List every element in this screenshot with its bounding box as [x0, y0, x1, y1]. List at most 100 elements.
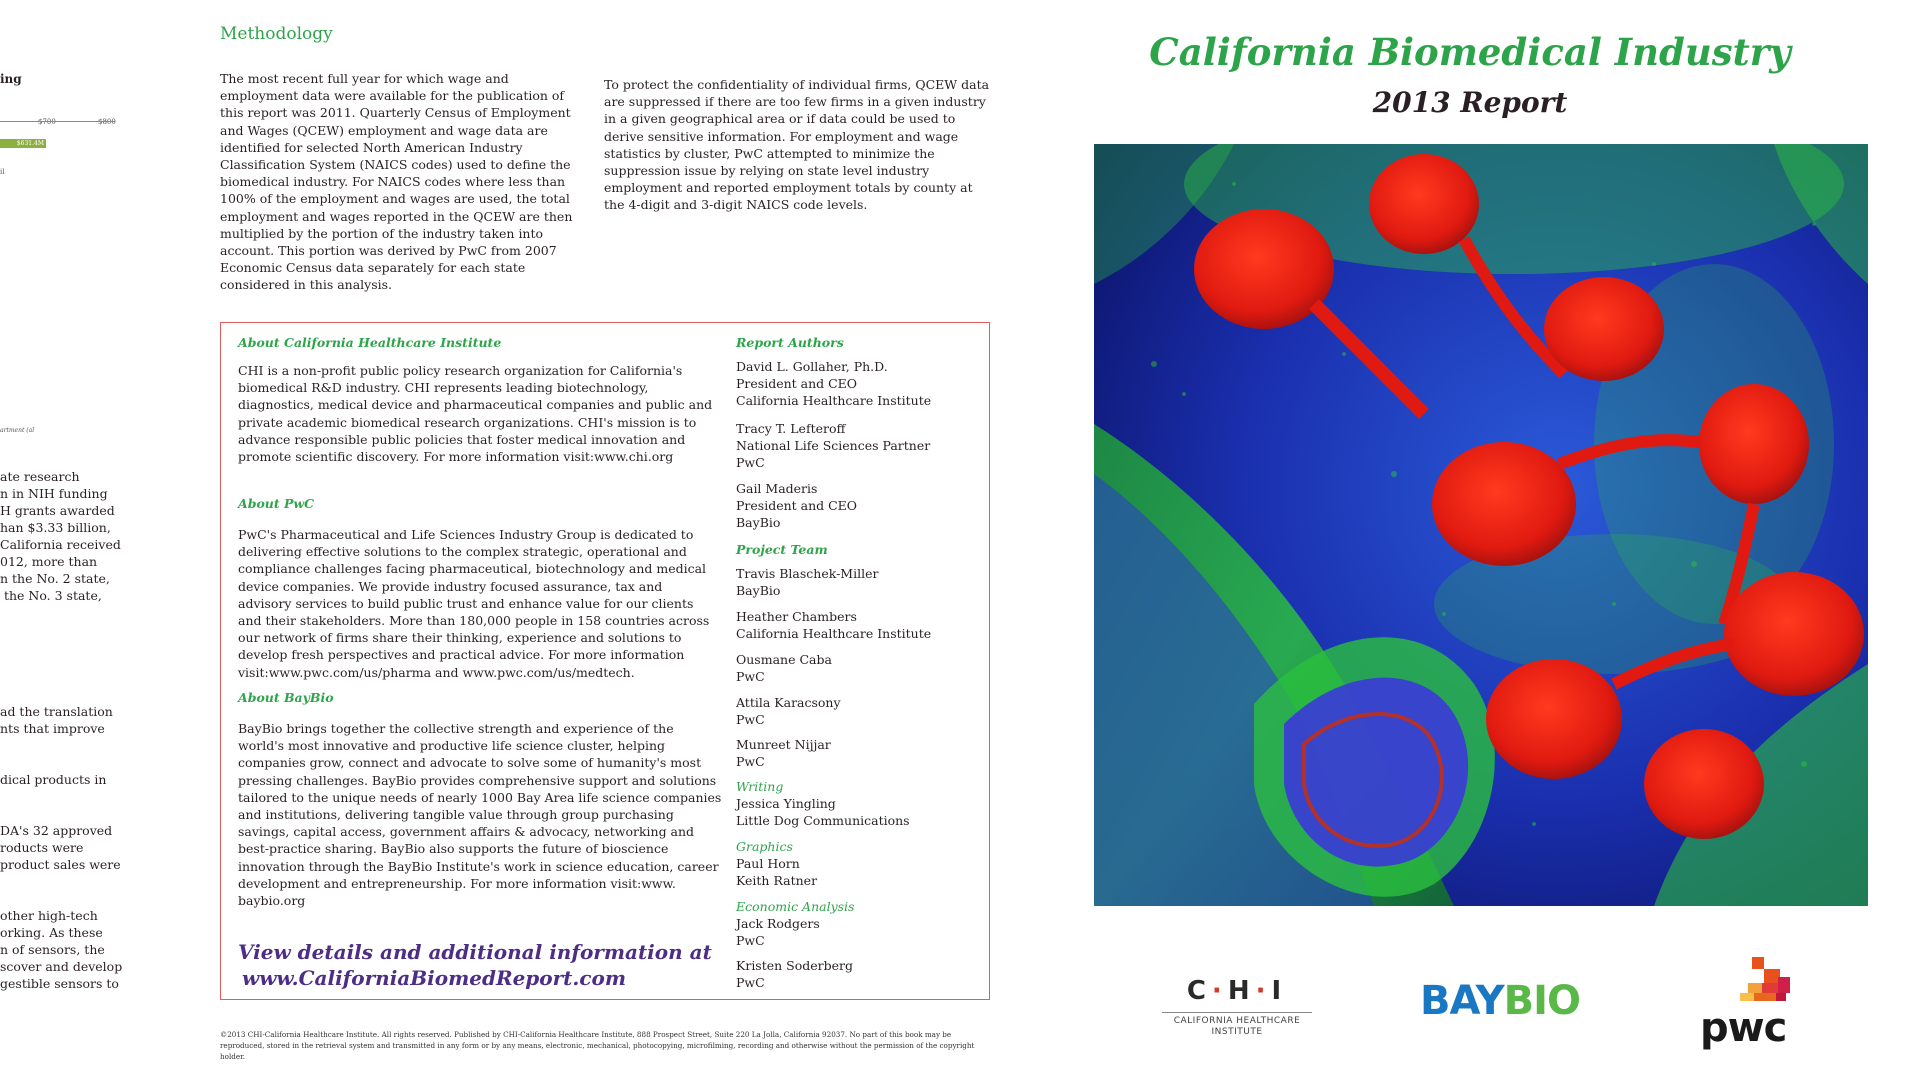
- about-chi-text: CHI is a non-profit public policy resear…: [238, 363, 713, 465]
- left-chart-tick: il: [0, 168, 5, 176]
- chi-letter: C: [1186, 976, 1212, 1006]
- econ-credit: Kristen Soderberg PwC: [736, 957, 853, 991]
- project-team-heading: Project Team: [736, 542, 828, 557]
- graphics-name: Keith Ratner: [736, 873, 818, 889]
- about-box: [220, 322, 990, 1000]
- about-baybio-heading: About BayBio: [238, 690, 334, 705]
- about-pwc-text: PwC's Pharmaceutical and Life Sciences I…: [238, 527, 710, 680]
- left-text-fragment: ad the translation: [0, 704, 113, 719]
- team-member: Attila Karacsony PwC: [736, 694, 841, 728]
- cta-text: View details and additional information …: [238, 940, 712, 964]
- about-baybio-text: BayBio brings together the collective st…: [238, 721, 722, 909]
- baybio-logo-bio: BIO: [1503, 978, 1581, 1024]
- left-text-fragment: han $3.33 billion,: [0, 520, 111, 535]
- team-member-name: Attila Karacsony: [736, 695, 841, 710]
- writing-credit: Jessica Yingling Little Dog Communicatio…: [736, 795, 910, 829]
- report-authors-heading: Report Authors: [736, 335, 844, 350]
- left-chart-source: artment (al: [0, 427, 35, 434]
- cta-link[interactable]: www.CaliforniaBiomedReport.com: [242, 966, 627, 990]
- writing-heading: Writing: [736, 779, 784, 794]
- econ-name: Jack Rodgers: [736, 916, 820, 931]
- chi-logo: C·H·I CALIFORNIA HEALTHCARE INSTITUTE: [1162, 976, 1312, 1038]
- about-chi-heading: About California Healthcare Institute: [238, 335, 502, 350]
- team-member-name: Munreet Nijjar: [736, 737, 831, 752]
- pwc-logo: pwc: [1700, 955, 1820, 1055]
- chi-dot: ·: [1211, 976, 1228, 1006]
- author-title: President and CEO: [736, 498, 858, 514]
- chi-logo-mark: C·H·I: [1162, 976, 1312, 1006]
- team-member-name: Ousmane Caba: [736, 652, 832, 667]
- left-text-fragment: ate research: [0, 469, 80, 484]
- left-text-fragment: scover and develop: [0, 959, 123, 974]
- graphics-heading: Graphics: [736, 839, 793, 854]
- pwc-logo-text: pwc: [1700, 1005, 1787, 1051]
- left-text-fragment: n in NIH funding: [0, 486, 108, 501]
- author-title: President and CEO: [736, 376, 858, 392]
- econ-org: PwC: [736, 975, 765, 991]
- author-name: David L. Gollaher, Ph.D.: [736, 359, 888, 374]
- writing-name: Jessica Yingling: [736, 796, 836, 811]
- left-chart-axis-label: $700: [38, 118, 56, 126]
- chi-letter: I: [1271, 976, 1288, 1006]
- left-chart-title-fragment: ing: [0, 72, 22, 86]
- team-member-org: BayBio: [736, 583, 781, 599]
- team-member: Travis Blaschek-Miller BayBio: [736, 565, 878, 599]
- team-member-org: PwC: [736, 754, 765, 770]
- cover-subtitle: 2013 Report: [1372, 86, 1568, 119]
- methodology-col1: The most recent full year for which wage…: [220, 71, 573, 293]
- left-text-fragment: gestible sensors to: [0, 976, 119, 991]
- left-text-fragment: H grants awarded: [0, 503, 115, 518]
- team-member-name: Heather Chambers: [736, 609, 857, 624]
- writing-org: Little Dog Communications: [736, 813, 910, 829]
- team-member-org: California Healthcare Institute: [736, 626, 932, 642]
- team-member: Heather Chambers California Healthcare I…: [736, 608, 931, 642]
- methodology-col2: To protect the confidentiality of indivi…: [604, 77, 990, 213]
- team-member-org: PwC: [736, 669, 765, 685]
- team-member-name: Travis Blaschek-Miller: [736, 566, 879, 581]
- left-text-fragment: California received: [0, 537, 121, 552]
- left-text-fragment: other high-tech: [0, 908, 98, 923]
- left-text-fragment: product sales were: [0, 857, 121, 872]
- chi-letter: H: [1227, 976, 1256, 1006]
- chi-logo-line2: INSTITUTE: [1211, 1027, 1263, 1037]
- economic-analysis-heading: Economic Analysis: [736, 899, 855, 914]
- econ-name: Kristen Soderberg: [736, 958, 854, 973]
- author-name: Tracy T. Lefteroff: [736, 421, 846, 436]
- author-name: Gail Maderis: [736, 481, 818, 496]
- team-member: Munreet Nijjar PwC: [736, 736, 831, 770]
- cover-title: California Biomedical Industry: [1149, 30, 1791, 74]
- econ-credit: Jack Rodgers PwC: [736, 915, 820, 949]
- author-entry: David L. Gollaher, Ph.D. President and C…: [736, 358, 931, 410]
- left-text-fragment: dical products in: [0, 772, 107, 787]
- about-pwc-heading: About PwC: [238, 496, 315, 511]
- left-text-fragment: 012, more than: [0, 554, 98, 569]
- left-text-fragment: n the No. 2 state,: [0, 571, 110, 586]
- team-member: Ousmane Caba PwC: [736, 651, 832, 685]
- team-member-org: PwC: [736, 712, 765, 728]
- chi-logo-line1: CALIFORNIA HEALTHCARE: [1173, 1016, 1301, 1026]
- author-title: National Life Sciences Partner: [736, 438, 931, 454]
- author-org: PwC: [736, 455, 765, 471]
- author-org: California Healthcare Institute: [736, 393, 932, 409]
- left-text-fragment: the No. 3 state,: [0, 588, 102, 603]
- left-chart-axis: [0, 121, 115, 122]
- cover-microscopy-image: [1094, 144, 1868, 906]
- econ-org: PwC: [736, 933, 765, 949]
- microscopy-illustration: [1094, 144, 1868, 906]
- author-entry: Gail Maderis President and CEO BayBio: [736, 480, 857, 532]
- left-text-fragment: nts that improve: [0, 721, 105, 736]
- author-org: BayBio: [736, 515, 781, 531]
- left-text-fragment: orking. As these: [0, 925, 103, 940]
- chi-dot: ·: [1255, 976, 1272, 1006]
- left-text-fragment: n of sensors, the: [0, 942, 105, 957]
- left-chart-bar: $631.4M: [0, 139, 46, 148]
- baybio-logo-bay: BAY: [1420, 978, 1505, 1024]
- copyright-footer: ©2013 CHI-California Healthcare Institut…: [220, 1030, 975, 1061]
- graphics-credit: Paul Horn Keith Ratner: [736, 855, 817, 889]
- left-text-fragment: DA's 32 approved: [0, 823, 113, 838]
- graphics-name: Paul Horn: [736, 856, 800, 871]
- chi-logo-subtext: CALIFORNIA HEALTHCARE INSTITUTE: [1162, 1012, 1312, 1038]
- pwc-logo-mark-icon: [1740, 957, 1790, 1001]
- author-entry: Tracy T. Lefteroff National Life Science…: [736, 420, 930, 472]
- baybio-logo: BAYBIO: [1420, 978, 1581, 1024]
